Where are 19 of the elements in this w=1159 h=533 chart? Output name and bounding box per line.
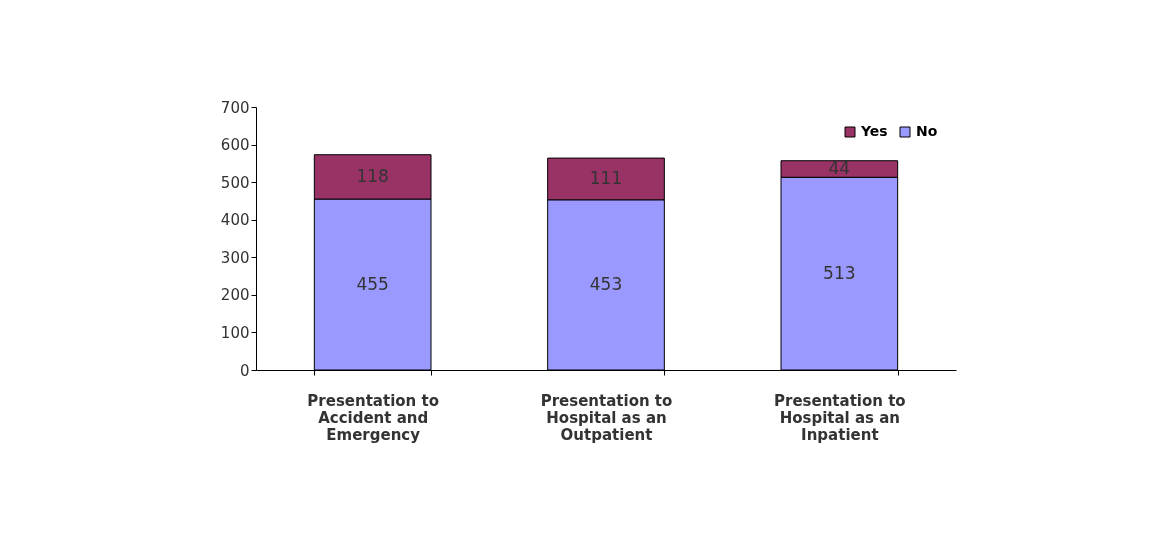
legend-label: No [916,123,938,139]
data-label: 453 [589,273,623,294]
data-label: 513 [823,262,856,283]
data-label: 118 [356,165,389,186]
y-tick-label: 700 [220,98,250,117]
y-tick-label: 400 [220,211,250,230]
y-tick-label: 500 [220,173,250,192]
y-tick-label: 200 [220,286,250,305]
legend-label: Yes [860,123,888,139]
x-tick-label: Presentation to Hospital as an Inpatient [774,391,906,444]
x-tick-label: Presentation to Accident and Emergency [307,391,439,444]
data-label: 455 [356,273,389,294]
y-tick-label: 0 [239,361,250,380]
y-tick-label: 600 [220,136,250,155]
x-tick-label: Presentation to Hospital as an Outpatient [540,391,673,444]
data-label: 44 [828,157,851,178]
y-tick-label: 300 [220,248,250,267]
data-label: 111 [589,167,623,188]
y-tick-label: 100 [220,323,250,342]
